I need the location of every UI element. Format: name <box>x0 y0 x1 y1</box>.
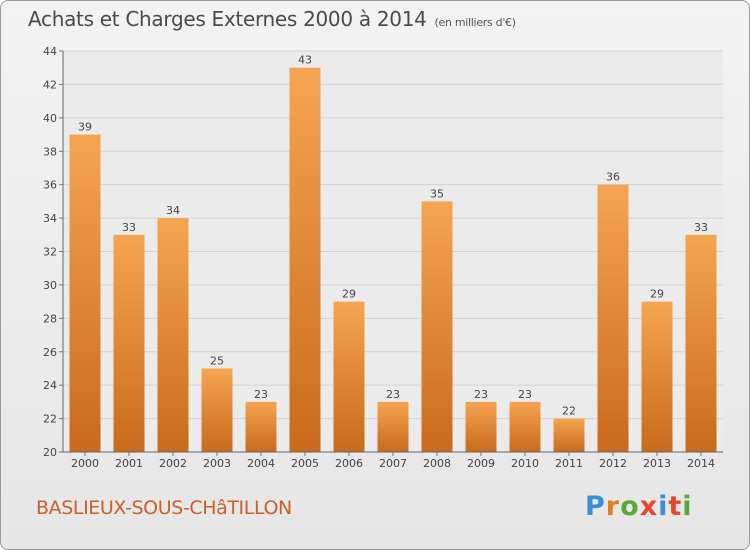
bar-2007 <box>377 401 409 452</box>
chart-title-text: Achats et Charges Externes 2000 à 2014 <box>28 7 427 31</box>
bar-value-label: 33 <box>122 221 136 234</box>
x-tick-label: 2004 <box>247 457 275 470</box>
logo-letter: o <box>620 491 640 522</box>
bar-2012 <box>597 184 629 452</box>
x-tick-label: 2006 <box>335 457 363 470</box>
x-tick-label: 2008 <box>423 457 451 470</box>
chart-unit: (en milliers d'€) <box>434 16 516 29</box>
y-tick-label: 26 <box>43 346 57 359</box>
bar-2010 <box>509 401 541 452</box>
x-tick-label: 2014 <box>687 457 715 470</box>
y-tick-label: 22 <box>43 413 57 426</box>
bar-value-label: 34 <box>166 204 180 217</box>
bar-value-label: 39 <box>78 121 92 134</box>
x-tick-label: 2005 <box>291 457 319 470</box>
y-tick-label: 20 <box>43 446 57 459</box>
y-tick-label: 36 <box>43 179 57 192</box>
y-tick-label: 34 <box>43 212 57 225</box>
x-tick-label: 2003 <box>203 457 231 470</box>
x-tick-label: 2001 <box>115 457 143 470</box>
bar-value-label: 36 <box>606 171 620 184</box>
logo-letter: x <box>639 491 659 522</box>
logo-letter: r <box>605 491 621 522</box>
bar-2009 <box>465 401 497 452</box>
x-tick-label: 2011 <box>555 457 583 470</box>
y-tick-label: 40 <box>43 112 57 125</box>
bar-value-label: 29 <box>650 288 664 301</box>
bar-value-label: 35 <box>430 187 444 200</box>
bar-value-label: 22 <box>562 405 576 418</box>
x-tick-label: 2012 <box>599 457 627 470</box>
x-tick-label: 2013 <box>643 457 671 470</box>
y-tick-label: 38 <box>43 145 57 158</box>
bar-2002 <box>157 218 189 452</box>
bar-value-label: 23 <box>518 388 532 401</box>
y-tick-label: 24 <box>43 379 57 392</box>
proxiti-logo: Proxiti <box>585 491 693 522</box>
bar-value-label: 25 <box>210 354 224 367</box>
x-tick-label: 2009 <box>467 457 495 470</box>
y-tick-label: 32 <box>43 246 57 259</box>
logo-letter: i <box>682 491 693 522</box>
bar-2008 <box>421 201 453 452</box>
chart-title: Achats et Charges Externes 2000 à 2014 (e… <box>28 7 516 31</box>
bar-2005 <box>289 67 321 452</box>
logo-letter: i <box>658 491 669 522</box>
logo-letter: t <box>668 491 683 522</box>
bar-2000 <box>69 134 101 452</box>
bar-2004 <box>245 401 277 452</box>
x-tick-label: 2002 <box>159 457 187 470</box>
logo-letter: P <box>585 491 606 522</box>
bar-value-label: 33 <box>694 221 708 234</box>
bar-2006 <box>333 301 365 452</box>
bar-value-label: 23 <box>474 388 488 401</box>
x-tick-label: 2000 <box>71 457 99 470</box>
commune-name: BASLIEUX-SOUS-CHâTILLON <box>36 497 292 519</box>
y-tick-label: 30 <box>43 279 57 292</box>
bar-2014 <box>685 234 717 452</box>
bar-2001 <box>113 234 145 452</box>
x-tick-label: 2010 <box>511 457 539 470</box>
bar-value-label: 23 <box>386 388 400 401</box>
y-tick-label: 44 <box>43 45 57 58</box>
bar-value-label: 29 <box>342 288 356 301</box>
y-tick-label: 28 <box>43 312 57 325</box>
bar-2011 <box>553 418 585 452</box>
x-tick-label: 2007 <box>379 457 407 470</box>
bar-2003 <box>201 368 233 452</box>
bar-value-label: 23 <box>254 388 268 401</box>
bar-value-label: 43 <box>298 54 312 67</box>
y-tick-label: 42 <box>43 78 57 91</box>
bar-2013 <box>641 301 673 452</box>
